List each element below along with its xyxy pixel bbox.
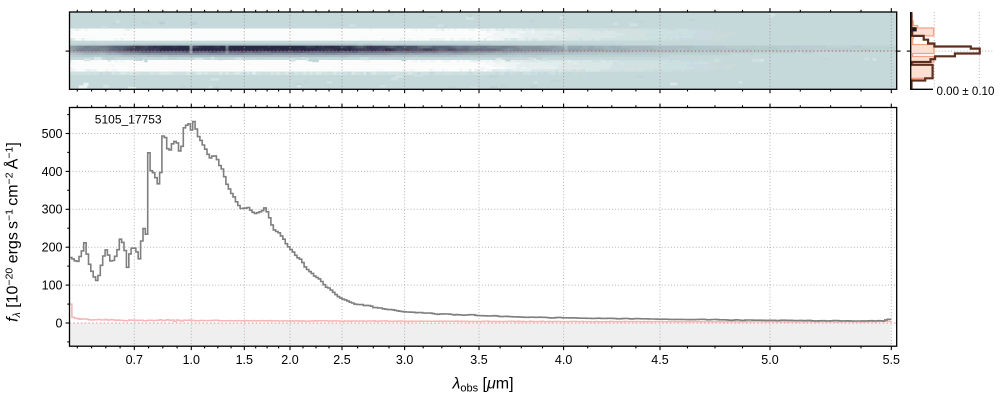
svg-text:400: 400 bbox=[42, 165, 63, 179]
svg-text:λobs [μm]: λobs [μm] bbox=[451, 376, 513, 395]
svg-text:0.7: 0.7 bbox=[126, 353, 143, 367]
svg-text:500: 500 bbox=[42, 127, 63, 141]
svg-text:3.0: 3.0 bbox=[396, 353, 413, 367]
svg-text:5.5: 5.5 bbox=[883, 353, 900, 367]
svg-text:200: 200 bbox=[42, 241, 63, 255]
svg-text:4.5: 4.5 bbox=[651, 353, 668, 367]
svg-text:2.0: 2.0 bbox=[281, 353, 298, 367]
svg-text:1.0: 1.0 bbox=[183, 353, 200, 367]
svg-text:1.5: 1.5 bbox=[236, 353, 253, 367]
svg-text:0.00 ± 0.10: 0.00 ± 0.10 bbox=[937, 85, 995, 98]
svg-text:2.5: 2.5 bbox=[333, 353, 350, 367]
svg-text:4.0: 4.0 bbox=[555, 353, 572, 367]
svg-text:0: 0 bbox=[56, 316, 63, 330]
svg-text:fλ [10−20 ergs s−1 cm−2 Å−1]: fλ [10−20 ergs s−1 cm−2 Å−1] bbox=[3, 142, 24, 322]
svg-text:3.5: 3.5 bbox=[470, 353, 487, 367]
svg-text:300: 300 bbox=[42, 203, 63, 217]
svg-text:5105_17753: 5105_17753 bbox=[95, 112, 162, 126]
svg-text:100: 100 bbox=[42, 279, 63, 293]
svg-text:5.0: 5.0 bbox=[761, 353, 778, 367]
